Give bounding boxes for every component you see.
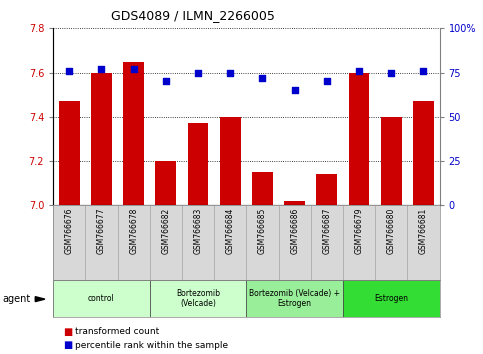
- Bar: [413, 101, 434, 205]
- Bar: [214, 205, 246, 280]
- Bar: [343, 280, 440, 317]
- Bar: [381, 117, 402, 205]
- Text: GSM766683: GSM766683: [194, 207, 202, 254]
- Point: [130, 66, 138, 72]
- Bar: [349, 73, 369, 205]
- Bar: [117, 205, 150, 280]
- Text: ■: ■: [63, 327, 72, 337]
- Point: [194, 70, 202, 75]
- Bar: [407, 205, 440, 280]
- Text: GSM766685: GSM766685: [258, 207, 267, 254]
- Polygon shape: [35, 297, 45, 302]
- Bar: [246, 280, 343, 317]
- Bar: [150, 280, 246, 317]
- Bar: [252, 172, 273, 205]
- Point: [98, 66, 105, 72]
- Text: ■: ■: [63, 340, 72, 350]
- Text: GSM766676: GSM766676: [65, 207, 74, 254]
- Bar: [156, 161, 176, 205]
- Text: Bortezomib
(Velcade): Bortezomib (Velcade): [176, 289, 220, 308]
- Text: GSM766681: GSM766681: [419, 207, 428, 254]
- Point: [355, 68, 363, 74]
- Bar: [59, 101, 80, 205]
- Point: [65, 68, 73, 74]
- Bar: [182, 205, 214, 280]
- Text: transformed count: transformed count: [75, 327, 159, 336]
- Point: [162, 79, 170, 84]
- Text: GSM766686: GSM766686: [290, 207, 299, 254]
- Point: [387, 70, 395, 75]
- Point: [227, 70, 234, 75]
- Point: [323, 79, 331, 84]
- Bar: [91, 73, 112, 205]
- Bar: [284, 201, 305, 205]
- Text: GSM766682: GSM766682: [161, 207, 170, 254]
- Text: agent: agent: [2, 294, 30, 304]
- Bar: [279, 205, 311, 280]
- Text: control: control: [88, 294, 115, 303]
- Text: GSM766687: GSM766687: [322, 207, 331, 254]
- Bar: [311, 205, 343, 280]
- Bar: [187, 124, 209, 205]
- Text: percentile rank within the sample: percentile rank within the sample: [75, 341, 228, 350]
- Bar: [53, 205, 85, 280]
- Bar: [246, 205, 279, 280]
- Bar: [316, 175, 337, 205]
- Text: Bortezomib (Velcade) +
Estrogen: Bortezomib (Velcade) + Estrogen: [249, 289, 340, 308]
- Text: GSM766677: GSM766677: [97, 207, 106, 254]
- Point: [420, 68, 427, 74]
- Point: [258, 75, 266, 81]
- Text: Estrogen: Estrogen: [374, 294, 408, 303]
- Text: GSM766678: GSM766678: [129, 207, 138, 254]
- Bar: [85, 205, 117, 280]
- Bar: [343, 205, 375, 280]
- Bar: [150, 205, 182, 280]
- Bar: [123, 62, 144, 205]
- Text: GDS4089 / ILMN_2266005: GDS4089 / ILMN_2266005: [111, 9, 275, 22]
- Bar: [53, 280, 150, 317]
- Text: GSM766680: GSM766680: [387, 207, 396, 254]
- Bar: [375, 205, 407, 280]
- Point: [291, 87, 298, 93]
- Text: GSM766684: GSM766684: [226, 207, 235, 254]
- Text: GSM766679: GSM766679: [355, 207, 364, 254]
- Bar: [220, 117, 241, 205]
